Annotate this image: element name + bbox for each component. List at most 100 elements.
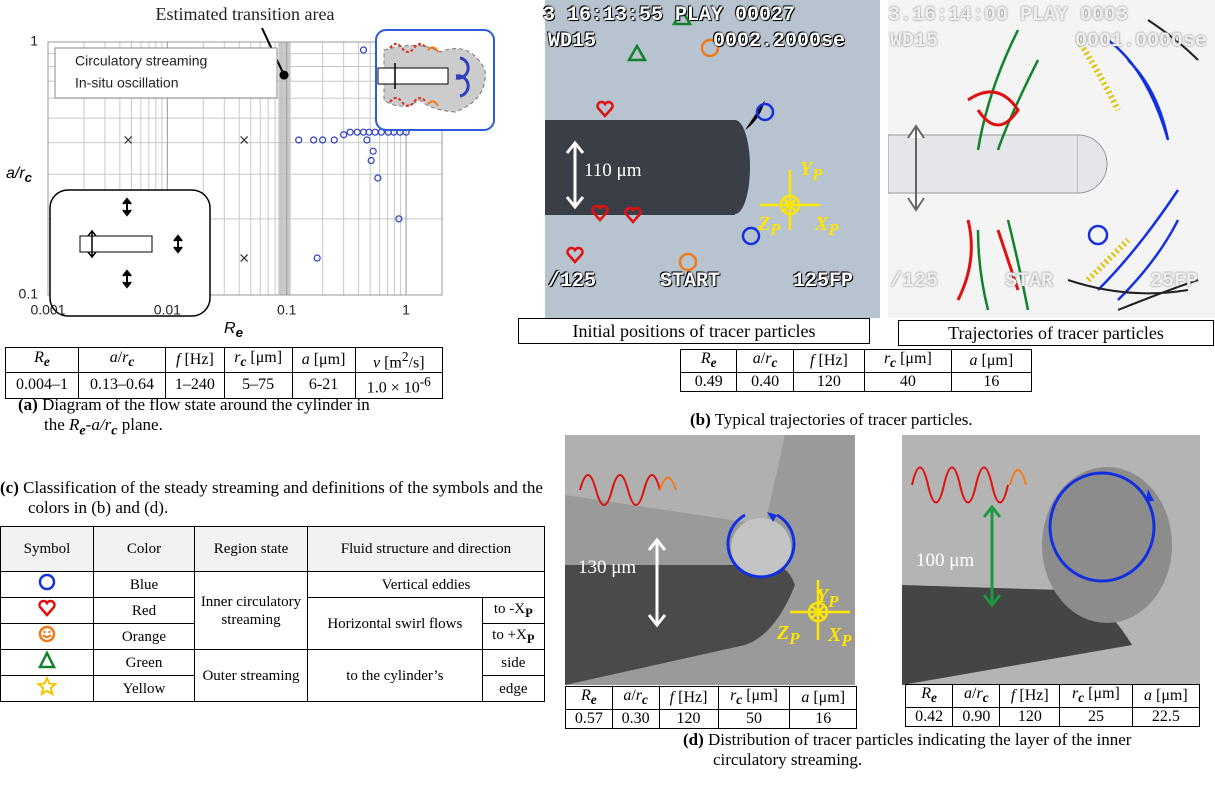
- text-run: R: [581, 687, 591, 704]
- text-run: /s]: [409, 354, 425, 371]
- symbol-cell: [1, 650, 94, 676]
- text-run: (d): [683, 730, 704, 749]
- cell: Red: [94, 598, 195, 624]
- cell: Vertical eddies: [308, 572, 545, 598]
- cell: a [μm]: [790, 687, 857, 710]
- overlay-text: /125: [548, 270, 596, 293]
- text-run: (a): [18, 395, 38, 414]
- text-run: c: [128, 354, 134, 369]
- text-run: [μm]: [977, 352, 1013, 369]
- x-tick-label: 0.01: [154, 302, 181, 318]
- text-run: e: [44, 354, 50, 369]
- cell: 120: [659, 710, 718, 729]
- cell: 0.49: [681, 373, 737, 392]
- text-run: Z: [758, 213, 770, 235]
- text-run: (c): [0, 478, 19, 497]
- text-run: P: [841, 631, 851, 650]
- cell: Blue: [94, 572, 195, 598]
- chart-title: Estimated transition area: [156, 4, 335, 24]
- photo-label: Initial positions of tracer particles: [518, 318, 870, 344]
- cell: 16: [790, 710, 857, 729]
- cell: Re: [566, 687, 613, 710]
- cell: a/rc: [78, 348, 165, 373]
- cell: a [μm]: [292, 348, 355, 373]
- x-axis-label: Re: [224, 320, 243, 340]
- text-run: R: [224, 320, 236, 337]
- text-run: P: [789, 629, 799, 648]
- text-run: a: [1144, 687, 1152, 704]
- text-run: a: [110, 349, 118, 366]
- cell: Re: [681, 350, 737, 373]
- text-run: e: [236, 325, 243, 340]
- cell: 22.5: [1132, 708, 1199, 727]
- overlay-text: STAR: [1005, 270, 1053, 293]
- cell: 40: [865, 373, 952, 392]
- overlay-text: 25FP: [1150, 270, 1198, 293]
- scale-label: 130 μm: [578, 557, 636, 579]
- text-run: [μm]: [1152, 687, 1188, 704]
- scale-label: 100 μm: [916, 550, 974, 572]
- text-run: [Hz]: [814, 352, 847, 369]
- cell: f [Hz]: [659, 687, 718, 710]
- overlay-text: 125FP: [793, 270, 853, 293]
- overlay-text: WD15: [890, 30, 938, 53]
- cell: a/rc: [612, 687, 659, 710]
- overlay-text: START: [660, 270, 720, 293]
- cell: 16: [951, 373, 1031, 392]
- text-run: R: [921, 685, 931, 702]
- text-run: e: [711, 355, 717, 370]
- text-run: X: [815, 213, 828, 235]
- cell: v [m2/s]: [355, 348, 442, 373]
- text-run: Typical trajectories of tracer particles…: [711, 410, 973, 429]
- cell: Re: [906, 685, 953, 708]
- text-run: 1.0 × 10: [367, 380, 420, 397]
- page: 0.0010.010.110.11Estimated transition ar…: [0, 0, 1215, 794]
- cell: Fluid structure and direction: [308, 527, 545, 572]
- inset-streaming: [376, 30, 494, 130]
- table-c: SymbolColorRegion stateFluid structure a…: [0, 526, 545, 702]
- text-run: Classification of the steady streaming a…: [19, 478, 543, 517]
- cell: 120: [793, 373, 864, 392]
- cell: to the cylinder’s: [308, 650, 483, 702]
- cell: edge: [482, 676, 544, 702]
- text-run: c: [983, 690, 989, 705]
- text-run: [μm]: [742, 687, 778, 704]
- cell: Outer streaming: [195, 650, 308, 702]
- text-run: a/r: [91, 415, 111, 434]
- text-run: Distribution of tracer particles indicat…: [704, 730, 1132, 769]
- caption-d: (d) Distribution of tracer particles ind…: [683, 730, 1163, 770]
- overlay-text: /125: [890, 270, 938, 293]
- axis-label: ZP: [777, 622, 799, 649]
- text-run: P: [770, 220, 780, 239]
- text-run: a: [964, 685, 972, 702]
- cell: 0.57: [566, 710, 613, 729]
- cell: a [μm]: [951, 350, 1031, 373]
- caption-c: (c) Classification of the steady streami…: [0, 478, 573, 518]
- text-run: a: [753, 350, 761, 367]
- text-run: to +X: [492, 627, 527, 643]
- overlay-text: 0001.0000se: [1075, 30, 1207, 53]
- text-run: [μm]: [246, 349, 282, 366]
- inset-diagram: [50, 190, 210, 316]
- cell: 0.30: [612, 710, 659, 729]
- text-run: c: [642, 692, 648, 707]
- caption-a: (a) Diagram of the flow state around the…: [18, 395, 374, 440]
- text-run: P: [828, 220, 838, 239]
- text-run: c: [25, 170, 32, 185]
- axis-label: YP: [800, 158, 822, 185]
- cell: Region state: [195, 527, 308, 572]
- cell: to -XP: [482, 598, 544, 624]
- cell: Horizontal swirl flows: [308, 598, 483, 650]
- text-run: c: [771, 355, 777, 370]
- overlay-text: 3 16:13:55 PLAY 00027: [543, 4, 795, 27]
- text-run: e: [931, 690, 937, 705]
- text-run: [m: [380, 354, 402, 371]
- caption-b: (b) Typical trajectories of tracer parti…: [690, 410, 1210, 430]
- text-run: to -X: [494, 601, 525, 617]
- cell: 0.42: [906, 708, 953, 727]
- y-axis-label: a/rc: [6, 165, 32, 185]
- cell: a [μm]: [1132, 685, 1199, 708]
- text-run: a/r: [6, 165, 25, 182]
